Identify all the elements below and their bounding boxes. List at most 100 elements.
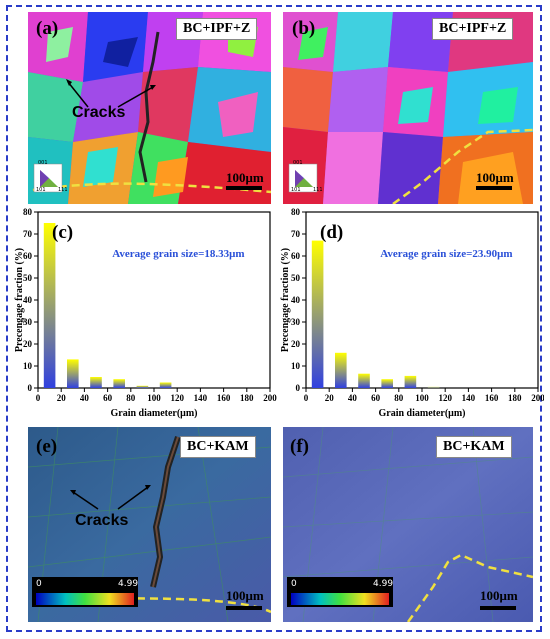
panel-f-kam-max: 4.99 bbox=[373, 579, 394, 589]
y-tick-label: 70 bbox=[23, 229, 33, 239]
ebsd-map-a bbox=[28, 12, 271, 204]
y-tick-label: 10 bbox=[291, 361, 301, 371]
x-tick-label: 200 bbox=[531, 393, 544, 403]
kam-map-f-image bbox=[283, 427, 533, 622]
x-tick-label: 140 bbox=[462, 393, 476, 403]
y-tick-label: 10 bbox=[23, 361, 33, 371]
bar bbox=[358, 373, 370, 388]
panel-e-crack-arrows bbox=[70, 485, 151, 510]
panel-f-kam-min: 0 bbox=[291, 579, 297, 589]
x-tick-label: 140 bbox=[194, 393, 208, 403]
histogram-c: 0 10 20 30 40 50 60 70 80 0 20 40 60 80 100 120 140 160 18… bbox=[14, 207, 277, 419]
panel-a-crack-arrows bbox=[66, 79, 156, 108]
panel-e-kam-min: 0 bbox=[36, 579, 42, 589]
bar bbox=[159, 382, 172, 388]
y-tick-label: 40 bbox=[23, 295, 33, 305]
chart-panel-label: (c) bbox=[52, 222, 73, 243]
panel-e-kam-max: 4.99 bbox=[118, 579, 139, 589]
panel-b-tag: BC+IPF+Z bbox=[432, 18, 514, 40]
x-tick-label: 100 bbox=[415, 393, 429, 403]
kam-map-e-image bbox=[28, 427, 271, 622]
bar bbox=[404, 375, 417, 388]
x-tick-label: 60 bbox=[103, 393, 113, 403]
y-tick-label: 80 bbox=[23, 207, 33, 217]
y-tick-label: 80 bbox=[291, 207, 301, 217]
bar bbox=[43, 223, 56, 388]
y-tick-label: 60 bbox=[23, 251, 33, 261]
bar bbox=[381, 379, 393, 388]
figure-frame bbox=[6, 5, 542, 632]
panel-f-scale-text: 100μm bbox=[480, 588, 518, 603]
x-tick-label: 80 bbox=[126, 393, 136, 403]
panel-f-label: (f) bbox=[290, 436, 309, 457]
x-tick-label: 20 bbox=[57, 393, 66, 403]
kam-map-f bbox=[283, 427, 533, 622]
x-tick-label: 20 bbox=[325, 393, 335, 403]
y-tick-label: 30 bbox=[23, 317, 33, 327]
panel-b-legend-111: 111 bbox=[313, 187, 323, 193]
bar bbox=[136, 385, 149, 388]
panel-f-scale-bar bbox=[480, 606, 516, 610]
panel-a-scale-text: 100μm bbox=[226, 170, 264, 185]
y-tick-label: 20 bbox=[291, 339, 301, 349]
histogram-d: 0 10 20 30 40 50 60 70 80 0 20 40 60 80 100 120 140 160 18… bbox=[280, 207, 544, 419]
panel-a-legend-111: 111 bbox=[58, 187, 68, 193]
panel-b-scale-bar bbox=[476, 186, 512, 190]
panel-a-label: (a) bbox=[36, 18, 59, 39]
x-tick-label: 180 bbox=[508, 393, 522, 403]
x-tick-label: 120 bbox=[438, 393, 452, 403]
panel-e-label: (e) bbox=[36, 436, 58, 457]
y-tick-label: 70 bbox=[291, 229, 301, 239]
y-tick-label: 20 bbox=[23, 339, 33, 349]
chart-panel-label: (d) bbox=[320, 222, 343, 243]
y-tick-label: 60 bbox=[291, 251, 301, 261]
ipf-map-a-image bbox=[28, 12, 271, 204]
panel-e-cracks-label: Cracks bbox=[75, 512, 129, 529]
y-tick-label: 50 bbox=[291, 273, 301, 283]
y-tick-label: 0 bbox=[296, 383, 301, 393]
panel-e-tag: BC+KAM bbox=[180, 436, 256, 458]
panel-b-label: (b) bbox=[292, 18, 316, 39]
x-tick-label: 160 bbox=[485, 393, 499, 403]
x-axis-label: Grain diameter(μm) bbox=[110, 408, 197, 419]
x-tick-label: 100 bbox=[147, 393, 161, 403]
panel-a-legend-101: 101 bbox=[36, 187, 46, 193]
x-tick-label: 40 bbox=[348, 393, 358, 403]
chart-annotation: Average grain size=18.33μm bbox=[112, 248, 244, 260]
y-axis-label: Precengage fraction (%) bbox=[280, 248, 291, 352]
bar bbox=[67, 359, 79, 388]
panel-a-legend-001: 001 bbox=[38, 160, 48, 166]
panel-e-scale-bar bbox=[226, 606, 262, 610]
panel-f-tag: BC+KAM bbox=[436, 436, 512, 458]
bar bbox=[335, 352, 347, 388]
plot-area bbox=[37, 211, 271, 389]
x-tick-label: 120 bbox=[170, 393, 184, 403]
panel-b-legend-001: 001 bbox=[293, 160, 303, 166]
panel-b-legend-101: 101 bbox=[291, 187, 301, 193]
kam-map-e bbox=[28, 427, 271, 622]
y-tick-label: 50 bbox=[23, 273, 33, 283]
bar bbox=[427, 386, 440, 388]
bar bbox=[311, 240, 324, 388]
x-tick-label: 80 bbox=[394, 393, 404, 403]
x-tick-label: 60 bbox=[371, 393, 381, 403]
bar bbox=[90, 377, 102, 388]
x-tick-label: 0 bbox=[304, 393, 309, 403]
panel-b-scale-text: 100μm bbox=[476, 170, 514, 185]
bar bbox=[113, 379, 125, 388]
y-axis-label: Precengage fraction (%) bbox=[14, 248, 25, 352]
panel-a-cracks-label: Cracks bbox=[72, 104, 126, 121]
chart-annotation: Average grain size=23.90μm bbox=[380, 248, 512, 260]
y-tick-label: 0 bbox=[28, 383, 33, 393]
y-tick-label: 30 bbox=[291, 317, 301, 327]
panel-a-scale-bar bbox=[226, 186, 262, 190]
x-tick-label: 0 bbox=[36, 393, 41, 403]
x-axis-label: Grain diameter(μm) bbox=[378, 408, 465, 419]
panel-e-scale-text: 100μm bbox=[226, 588, 264, 603]
x-tick-label: 180 bbox=[240, 393, 254, 403]
ebsd-map-b bbox=[283, 12, 533, 204]
panel-a-tag: BC+IPF+Z bbox=[176, 18, 258, 40]
x-tick-label: 200 bbox=[263, 393, 277, 403]
x-tick-label: 160 bbox=[217, 393, 231, 403]
x-tick-label: 40 bbox=[80, 393, 90, 403]
